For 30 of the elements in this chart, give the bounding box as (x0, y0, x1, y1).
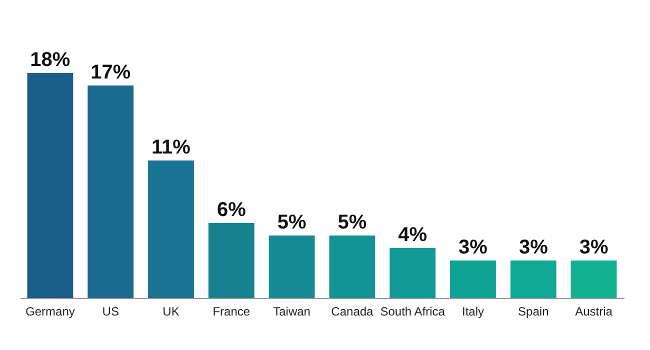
x-tick-label: France (212, 304, 250, 318)
x-tick-label: Taiwan (273, 304, 310, 318)
data-label: 4% (398, 224, 428, 246)
x-tick-label: US (102, 304, 119, 318)
bar (268, 236, 315, 298)
x-tick-label: Spain (518, 304, 549, 318)
bar (208, 223, 254, 298)
x-tick-label: Germany (26, 304, 75, 318)
x-tick-label: UK (162, 304, 180, 318)
bar (27, 73, 74, 298)
data-label: 5% (338, 212, 367, 234)
bar (450, 260, 496, 298)
x-tick-label: Austria (575, 304, 613, 318)
x-tick-label: Canada (331, 304, 374, 318)
bar (329, 236, 376, 298)
data-label: 3% (579, 236, 608, 258)
bar (570, 260, 617, 298)
x-tick-label: Italy (462, 304, 484, 318)
bar (148, 160, 194, 298)
data-label: 17% (90, 62, 131, 84)
data-label: 5% (277, 212, 306, 234)
bar (88, 86, 134, 298)
x-tick-label: South Africa (380, 304, 446, 318)
bar (510, 260, 556, 298)
data-label: 18% (30, 49, 70, 71)
data-label: 3% (518, 236, 548, 258)
data-label: 11% (152, 136, 191, 158)
data-label: 6% (216, 199, 246, 221)
bar (390, 248, 436, 298)
data-label: 3% (458, 236, 488, 258)
